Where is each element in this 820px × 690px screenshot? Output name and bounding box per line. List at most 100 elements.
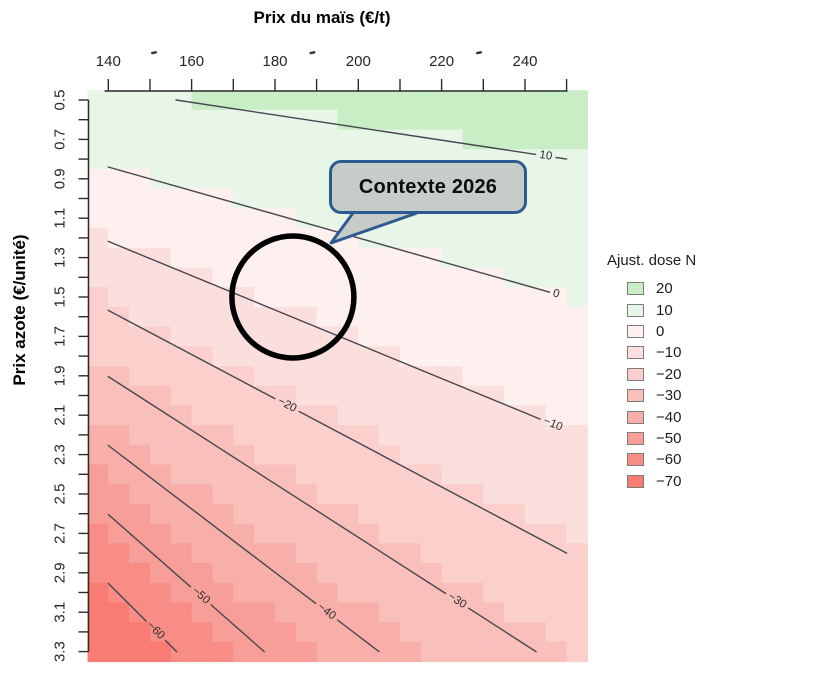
heatmap-cell — [420, 405, 443, 426]
heatmap-cell — [420, 641, 443, 663]
legend-swatch — [627, 389, 644, 403]
heatmap-cell — [275, 464, 297, 485]
heatmap-cell — [441, 622, 463, 643]
heatmap-cell — [337, 385, 359, 406]
heatmap-cell — [170, 149, 193, 170]
heatmap-cell — [129, 326, 151, 347]
legend-items: 20 10 0 −10 −20 −30 −40 −50 −60 −70 — [598, 278, 696, 492]
heatmap-cell — [525, 267, 547, 288]
y-tick-label: 0.5 — [52, 90, 69, 111]
heatmap-cell — [358, 247, 380, 269]
heatmap-cell — [441, 346, 463, 367]
heatmap-cell — [275, 543, 297, 564]
heatmap-cell — [400, 484, 422, 505]
heatmap-cell — [212, 228, 234, 249]
heatmap-cell — [275, 405, 297, 426]
contour-line-0 — [107, 166, 551, 293]
heatmap-cell — [108, 503, 130, 525]
heatmap-cell — [483, 228, 505, 249]
heatmap-cell — [441, 129, 463, 150]
legend-swatch — [627, 324, 644, 338]
callout-text: Contexte 2026 — [358, 175, 498, 198]
heatmap-cell — [108, 641, 130, 663]
heatmap-cell — [295, 622, 318, 643]
heatmap-cell — [150, 228, 172, 249]
heatmap-cell — [358, 306, 380, 328]
heatmap-cell — [379, 129, 401, 150]
heatmap-cell — [504, 90, 526, 111]
heatmap-cell — [254, 149, 276, 170]
heatmap-cell — [441, 484, 463, 505]
heatmap-cell — [275, 267, 297, 288]
heatmap-cell — [337, 543, 359, 564]
legend-item-label: −30 — [656, 387, 682, 405]
heatmap-cell — [316, 484, 338, 505]
heatmap-cell — [191, 602, 213, 623]
heatmap-cell — [87, 267, 109, 288]
heatmap-cell — [379, 267, 401, 288]
y-tick-label: 1.3 — [52, 247, 69, 268]
x-tick-label: 240 — [512, 53, 537, 70]
heatmap-cell — [566, 385, 588, 406]
heatmap-cell — [233, 366, 255, 387]
heatmap-cell — [87, 326, 109, 347]
heatmap-cell — [254, 503, 276, 525]
heatmap-cell — [462, 228, 484, 249]
heatmap-cell — [545, 90, 568, 111]
heatmap-cell — [566, 326, 588, 347]
heatmap-cell — [254, 188, 276, 209]
heatmap-cell — [212, 563, 234, 584]
contour-line-10-tail — [555, 156, 568, 160]
heatmap-cell — [254, 464, 276, 485]
heatmap-cell — [191, 523, 213, 544]
heatmap-cell — [545, 484, 568, 505]
heatmap-cell — [441, 109, 463, 131]
heatmap-cell — [191, 484, 213, 505]
heatmap-cell — [545, 503, 568, 525]
heatmap-cell — [316, 563, 338, 584]
heatmap-cell — [566, 602, 588, 623]
heatmap-cell — [462, 425, 484, 446]
heatmap-cell — [379, 602, 401, 623]
heatmap-cell — [545, 346, 568, 367]
heatmap-cell — [400, 523, 422, 544]
heatmap-cell — [545, 425, 568, 446]
contour-line--20-tail — [298, 410, 568, 554]
contour-line--20 — [107, 309, 276, 400]
heatmap-cell — [295, 503, 318, 525]
heatmap-cell — [337, 641, 359, 663]
heatmap-cell — [525, 346, 547, 367]
heatmap-cell — [129, 228, 151, 249]
heatmap-cell — [316, 306, 338, 328]
heatmap-cell — [170, 287, 193, 308]
heatmap-cell — [316, 287, 338, 308]
heatmap-cell — [108, 425, 130, 446]
contour-line--60-tail — [164, 639, 178, 653]
heatmap-cell — [525, 188, 547, 209]
heatmap-cell — [337, 346, 359, 367]
heatmap-cell — [566, 582, 588, 603]
y-tick-label: 0.7 — [52, 129, 69, 150]
heatmap-cell — [525, 385, 547, 406]
heatmap-cell — [233, 149, 255, 170]
heatmap-cell — [108, 346, 130, 367]
heatmap-cell — [358, 582, 380, 603]
heatmap-cell — [233, 563, 255, 584]
heatmap-cell — [129, 306, 151, 328]
heatmap-cell — [254, 169, 276, 190]
heatmap-cell — [150, 582, 172, 603]
y-axis-title: Prix azote (€/unité) — [10, 234, 29, 386]
heatmap-cell — [108, 287, 130, 308]
heatmap-cell — [108, 306, 130, 328]
heatmap-cell — [254, 405, 276, 426]
heatmap-cell — [233, 346, 255, 367]
heatmap-cell — [275, 366, 297, 387]
y-tick-label: 1.5 — [52, 287, 69, 308]
heatmap-cell — [108, 366, 130, 387]
heatmap-cell — [525, 169, 547, 190]
heatmap-cell — [170, 306, 193, 328]
heatmap-cell — [358, 543, 380, 564]
heatmap-cell — [545, 543, 568, 564]
heatmap-cell — [233, 543, 255, 564]
heatmap-cell — [358, 464, 380, 485]
